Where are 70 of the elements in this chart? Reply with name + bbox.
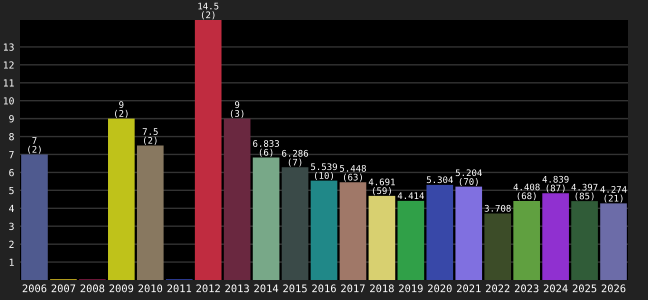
y-tick-label: 7 xyxy=(9,151,14,158)
bar xyxy=(484,214,512,280)
bar xyxy=(340,182,366,280)
bar xyxy=(426,184,454,280)
x-tick-label: 2007 xyxy=(52,284,76,292)
x-tick-label: 2012 xyxy=(196,284,220,292)
x-tick-label: 2011 xyxy=(167,284,192,292)
x-tick-label: 2013 xyxy=(225,284,249,292)
data-label: 7.5 (2) xyxy=(142,128,158,145)
y-tick-label: 8 xyxy=(9,133,14,140)
x-tick-label: 2020 xyxy=(428,284,452,292)
bar xyxy=(224,118,250,280)
bar xyxy=(398,200,424,280)
data-label: 4.408 (68) xyxy=(514,184,540,200)
data-label: 4.839 (87) xyxy=(542,176,569,193)
x-tick-label: 2021 xyxy=(456,284,481,292)
bar xyxy=(194,20,222,280)
x-tick-label: 2017 xyxy=(341,284,365,292)
bar xyxy=(455,186,482,280)
x-tick-label: 2014 xyxy=(254,284,278,292)
bar xyxy=(252,157,280,280)
x-tick-label: 2023 xyxy=(514,284,538,292)
bar xyxy=(513,200,540,280)
data-label: 9 (2) xyxy=(115,101,128,118)
x-tick-label: 2026 xyxy=(602,284,626,292)
data-label: 4.397 (85) xyxy=(571,184,598,200)
y-tick-label: 11 xyxy=(4,79,14,86)
bar xyxy=(282,167,308,280)
data-label: 5.539 (10) xyxy=(311,163,337,180)
x-tick-label: 2008 xyxy=(80,284,104,292)
x-tick-label: 2010 xyxy=(138,284,162,292)
x-tick-label: 2009 xyxy=(110,284,134,292)
y-tick-label: 4 xyxy=(9,204,14,212)
bar xyxy=(571,201,598,280)
x-tick-label: 2018 xyxy=(370,284,394,292)
x-tick-label: 2015 xyxy=(283,284,307,292)
y-tick-label: 1 xyxy=(10,258,14,266)
y-tick-label: 2 xyxy=(9,240,14,248)
data-label: 5.204 (70) xyxy=(456,169,482,186)
data-label: 7 (2) xyxy=(28,137,41,154)
data-label: 6.833 (6) xyxy=(253,140,280,157)
data-label: 9 (3) xyxy=(230,101,244,118)
data-label: 14.5 (2) xyxy=(198,2,218,20)
y-tick-label: 10 xyxy=(4,97,14,105)
x-tick-label: 2024 xyxy=(544,284,568,292)
bar xyxy=(542,193,569,280)
x-tick-label: 2019 xyxy=(399,284,423,292)
bar xyxy=(600,203,627,280)
data-label: 6.286 (7) xyxy=(282,150,308,167)
x-tick-label: 2025 xyxy=(572,284,596,292)
bar xyxy=(21,154,48,280)
data-label: 5.304 xyxy=(426,176,453,184)
bar xyxy=(136,146,164,280)
y-tick-label: 6 xyxy=(9,168,14,176)
y-tick-label: 9 xyxy=(9,115,14,122)
bar xyxy=(108,118,135,280)
data-label: 5.448 (63) xyxy=(340,164,366,182)
data-label: 4.414 xyxy=(398,192,424,199)
y-tick-label: 13 xyxy=(4,43,14,51)
y-tick-label: 3 xyxy=(9,222,14,230)
data-label: 4.691 (59) xyxy=(368,178,395,196)
bar xyxy=(310,180,338,280)
y-tick-label: 12 xyxy=(4,61,14,69)
data-label: 3.708 xyxy=(484,204,511,212)
x-tick-label: 2022 xyxy=(486,284,510,292)
bar xyxy=(368,196,396,280)
x-tick-label: 2006 xyxy=(22,284,46,292)
x-tick-label: 2016 xyxy=(312,284,336,292)
y-tick-label: 5 xyxy=(9,186,14,194)
data-label: 4.274 (21) xyxy=(600,186,627,203)
